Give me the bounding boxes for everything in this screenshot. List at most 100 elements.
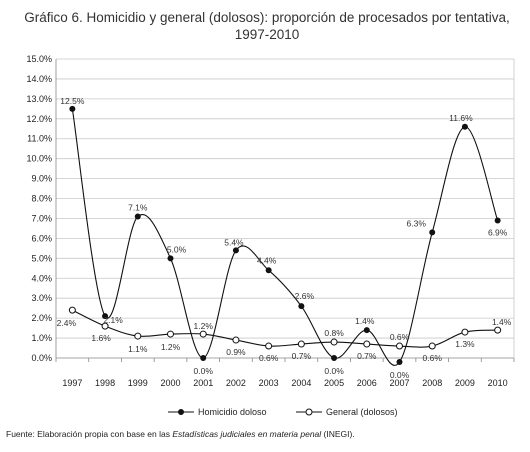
- x-tick-label: 1997: [62, 378, 82, 388]
- data-label-general: 0.7%: [357, 351, 377, 361]
- y-tick-label: 11.0%: [27, 134, 52, 144]
- point-general: [265, 342, 273, 350]
- data-label-general: 1.2%: [194, 321, 214, 331]
- data-label-homicidio: 0.0%: [194, 366, 214, 376]
- x-axis: 1997 1998 1999 2000 2001 2002 2003 2004 2005 2006…: [55, 358, 515, 388]
- legend-general-label: General (dolosos): [326, 407, 398, 417]
- data-label-homicidio: 4.4%: [257, 255, 277, 265]
- point-homicidio: [102, 313, 109, 320]
- x-tick-label: 2008: [422, 378, 442, 388]
- chart-title-line-2: 1997-2010: [235, 27, 300, 42]
- data-label-general: 0.6%: [423, 353, 443, 363]
- point-homicidio: [167, 255, 174, 262]
- y-tick-label: 9.0%: [31, 174, 52, 184]
- y-tick-label: 8.0%: [31, 194, 52, 204]
- point-general: [297, 340, 305, 348]
- y-tick-label: 3.0%: [31, 293, 52, 303]
- point-general: [101, 322, 109, 330]
- data-label-homicidio: 5.0%: [167, 244, 187, 254]
- y-tick-label: 15.0%: [26, 54, 52, 64]
- y-tick-label: 14.0%: [26, 74, 52, 84]
- y-tick-label: 6.0%: [31, 233, 52, 243]
- x-tick-label: 2010: [488, 378, 508, 388]
- x-tick-label: 2001: [193, 378, 213, 388]
- data-label-general: 0.6%: [259, 353, 279, 363]
- legend-general-marker: [305, 408, 313, 416]
- data-label-homicidio: 5.4%: [224, 237, 244, 247]
- x-tick-label: 1999: [128, 378, 148, 388]
- data-label-homicidio: 1.4%: [355, 316, 375, 326]
- data-label-homicidio: 0.0%: [390, 370, 410, 380]
- data-label-general: 1.3%: [455, 339, 475, 349]
- point-general: [68, 306, 76, 314]
- x-tick-label: 2004: [291, 378, 311, 388]
- data-label-homicidio: 11.6%: [449, 113, 473, 123]
- point-general: [167, 330, 174, 338]
- source-prefix: Fuente: Elaboración propia con base en l…: [6, 429, 173, 439]
- data-label-general: 1.6%: [91, 333, 111, 343]
- point-general: [428, 342, 436, 350]
- data-label-homicidio: 12.5%: [60, 96, 85, 106]
- source-suffix: (INEGI).: [321, 429, 355, 439]
- point-general: [363, 340, 371, 348]
- point-homicidio: [331, 355, 338, 361]
- x-tick-label: 2006: [357, 378, 377, 388]
- data-label-general: 1.4%: [492, 317, 512, 327]
- data-label-homicidio: 6.3%: [407, 218, 427, 228]
- data-label-general: 0.7%: [292, 351, 312, 361]
- y-axis: 0.0% 1.0% 2.0% 3.0% 4.0% 5.0% 6.0% 7.0% 8.0% 9.0%…: [26, 54, 52, 363]
- point-homicidio: [363, 327, 370, 334]
- series-line-general: [72, 309, 498, 348]
- point-homicidio: [69, 105, 76, 112]
- data-label-homicidio: 7.1%: [128, 202, 148, 212]
- data-label-general: 1.1%: [128, 344, 148, 354]
- point-general: [494, 326, 502, 334]
- point-homicidio: [298, 303, 305, 310]
- data-label-general: 0.9%: [226, 347, 246, 357]
- source-italic: Estadísticas judiciales en materia penal: [172, 429, 322, 439]
- data-label-homicidio: 2.6%: [295, 291, 315, 301]
- x-tick-label: 2003: [259, 378, 279, 388]
- series-group: [68, 105, 502, 366]
- data-label-homicidio: 6.9%: [488, 227, 508, 237]
- point-general: [134, 332, 142, 340]
- point-homicidio: [232, 247, 239, 254]
- x-tick-label: 2000: [160, 378, 180, 388]
- legend: Homicidio doloso General (dolosos): [168, 407, 398, 417]
- y-tick-label: 0.0%: [31, 353, 52, 363]
- x-tick-label: 2005: [324, 378, 344, 388]
- y-tick-label: 1.0%: [31, 333, 52, 343]
- point-homicidio: [429, 229, 436, 236]
- data-label-general: 0.8%: [324, 328, 344, 338]
- x-tick-label: 1998: [95, 378, 115, 388]
- x-tick-label: 2002: [226, 378, 246, 388]
- y-tick-label: 4.0%: [31, 273, 52, 283]
- y-tick-label: 5.0%: [31, 253, 52, 263]
- gridlines: [55, 58, 515, 359]
- y-tick-label: 10.0%: [26, 154, 52, 164]
- source-note: Fuente: Elaboración propia con base en l…: [6, 429, 355, 439]
- legend-homicidio-marker: [178, 409, 184, 415]
- legend-homicidio-label: Homicidio doloso: [198, 407, 267, 417]
- data-label-homicidio: 2.1%: [103, 315, 123, 325]
- series-line-homicidio: [71, 108, 499, 366]
- data-label-homicidio: 0.0%: [324, 366, 344, 376]
- point-homicidio: [494, 217, 501, 224]
- point-homicidio: [265, 267, 272, 274]
- chart-title-line-1: Gráfico 6. Homicidio y general (dolosos)…: [24, 10, 510, 25]
- point-homicidio: [396, 358, 403, 365]
- point-general: [461, 328, 469, 336]
- point-homicidio: [134, 213, 141, 220]
- y-tick-label: 12.0%: [26, 114, 52, 124]
- data-label-general: 1.2%: [161, 342, 181, 352]
- point-homicidio: [461, 123, 468, 130]
- point-general: [396, 342, 403, 350]
- x-tick-label: 2009: [455, 378, 475, 388]
- x-tick-label: 2007: [389, 378, 409, 388]
- point-general: [232, 336, 240, 344]
- data-labels: 12.5% 2.1% 7.1% 5.0% 0.0% 5.4% 4.4% 2.6% 0.0% 1.4…: [57, 96, 512, 380]
- point-general: [330, 338, 338, 346]
- y-tick-label: 2.0%: [31, 313, 52, 323]
- y-tick-label: 7.0%: [31, 213, 52, 223]
